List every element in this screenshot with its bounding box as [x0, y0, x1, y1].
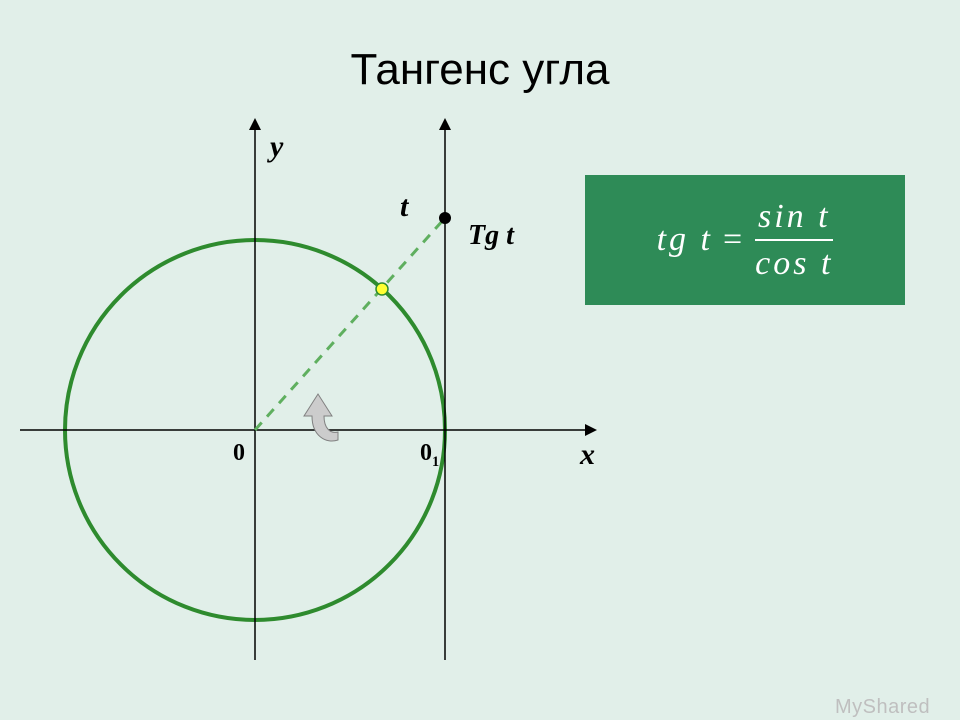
label-origin: 0: [233, 440, 245, 467]
formula-content: tg t = sin t cos t: [657, 198, 834, 283]
label-tangent-point: Tg t: [468, 220, 514, 252]
formula-numerator: sin t: [758, 198, 831, 235]
watermark: MyShared: [835, 696, 930, 719]
label-y-axis: y: [270, 130, 283, 164]
formula-lhs: tg t: [657, 221, 713, 259]
formula-fraction: sin t cos t: [755, 198, 833, 283]
formula-denominator: cos t: [755, 245, 833, 282]
label-x-axis: x: [580, 438, 595, 472]
formula-box: tg t = sin t cos t: [585, 175, 905, 305]
diagram-svg: [0, 0, 960, 720]
label-angle-t: t: [400, 190, 408, 224]
label-origin-1: 01: [420, 440, 439, 471]
formula-eq: =: [723, 221, 745, 259]
fraction-bar: [755, 239, 833, 241]
